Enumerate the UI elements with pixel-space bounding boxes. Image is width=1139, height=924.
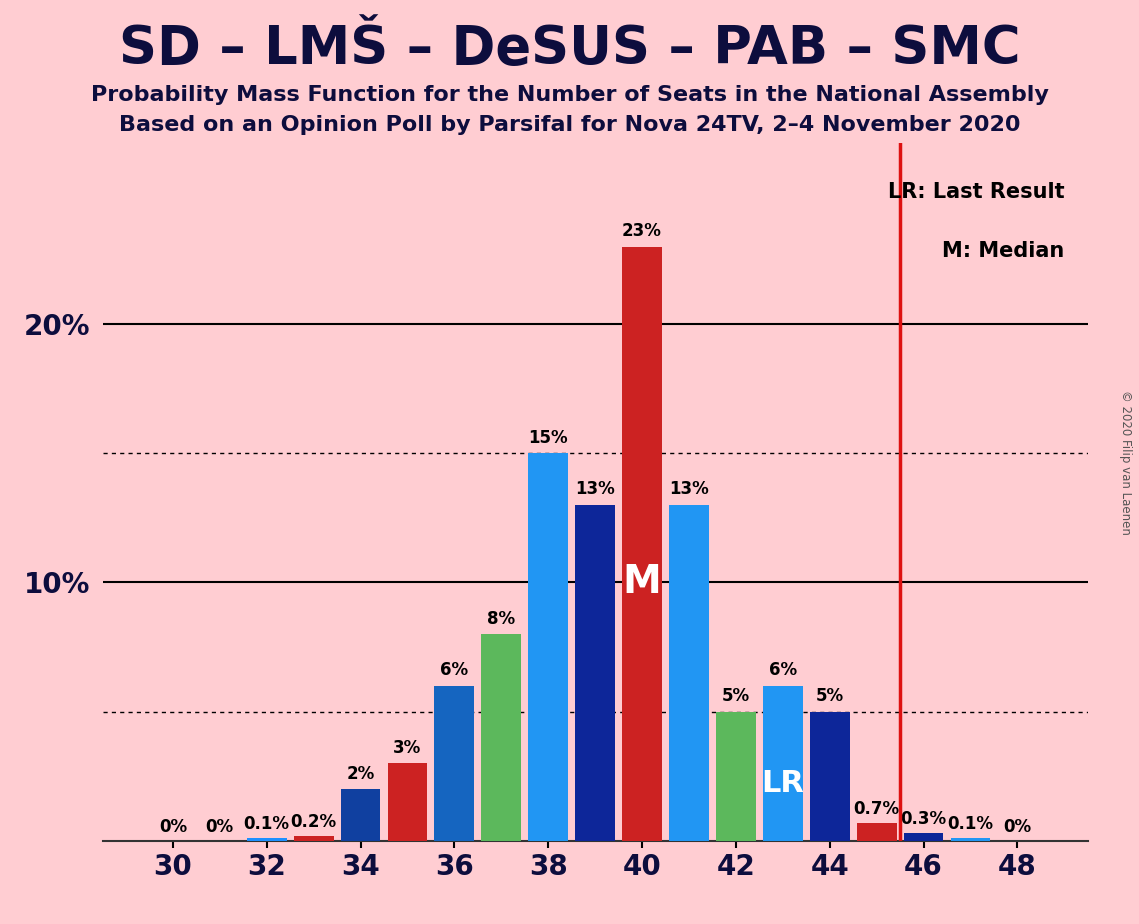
Text: 23%: 23% <box>622 222 662 240</box>
Bar <box>341 789 380 841</box>
Bar <box>951 838 991 841</box>
Text: LR: LR <box>761 770 804 798</box>
Text: 5%: 5% <box>816 687 844 705</box>
Text: 13%: 13% <box>575 480 615 498</box>
Text: 5%: 5% <box>722 687 749 705</box>
Bar <box>903 833 943 841</box>
Bar <box>482 634 522 841</box>
Text: Based on an Opinion Poll by Parsifal for Nova 24TV, 2–4 November 2020: Based on an Opinion Poll by Parsifal for… <box>118 115 1021 135</box>
Bar <box>810 711 850 841</box>
Text: 0.7%: 0.7% <box>853 799 900 818</box>
Text: 13%: 13% <box>669 480 708 498</box>
Bar <box>716 711 756 841</box>
Text: M: Median: M: Median <box>942 241 1064 261</box>
Text: 0.3%: 0.3% <box>901 810 947 828</box>
Text: © 2020 Filip van Laenen: © 2020 Filip van Laenen <box>1118 390 1132 534</box>
Bar <box>294 835 334 841</box>
Bar <box>622 247 662 841</box>
Bar <box>247 838 287 841</box>
Text: 0.2%: 0.2% <box>290 812 337 831</box>
Bar <box>528 454 568 841</box>
Bar <box>763 686 803 841</box>
Bar <box>669 505 708 841</box>
Text: LR: Last Result: LR: Last Result <box>887 182 1064 202</box>
Text: 0%: 0% <box>1003 818 1032 835</box>
Text: Probability Mass Function for the Number of Seats in the National Assembly: Probability Mass Function for the Number… <box>91 85 1048 105</box>
Text: 0.1%: 0.1% <box>244 815 289 833</box>
Text: 0%: 0% <box>206 818 233 835</box>
Text: SD – LMŠ – DeSUS – PAB – SMC: SD – LMŠ – DeSUS – PAB – SMC <box>118 23 1021 75</box>
Bar <box>434 686 474 841</box>
Text: 15%: 15% <box>528 429 568 447</box>
Bar <box>387 763 427 841</box>
Bar <box>575 505 615 841</box>
Bar <box>857 822 896 841</box>
Text: 0%: 0% <box>158 818 187 835</box>
Text: M: M <box>623 564 662 602</box>
Text: 6%: 6% <box>441 662 468 679</box>
Text: 0.1%: 0.1% <box>948 815 993 833</box>
Text: 3%: 3% <box>393 739 421 757</box>
Text: 2%: 2% <box>346 765 375 783</box>
Text: 8%: 8% <box>487 610 515 627</box>
Text: 6%: 6% <box>769 662 797 679</box>
